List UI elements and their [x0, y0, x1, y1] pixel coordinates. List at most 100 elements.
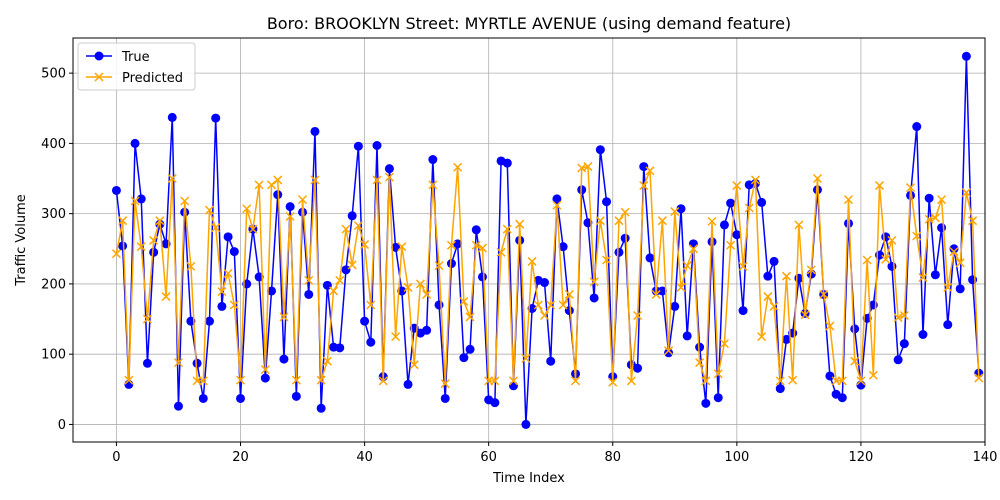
data-point-predicted	[378, 376, 388, 386]
data-point-predicted	[564, 289, 574, 299]
data-point-predicted	[521, 353, 531, 363]
data-point-predicted	[812, 173, 823, 184]
data-point-predicted	[955, 258, 965, 268]
data-point-true	[446, 259, 456, 269]
data-point-predicted	[149, 235, 159, 245]
data-point-predicted	[217, 287, 227, 297]
data-point-true	[856, 380, 866, 390]
data-point-true	[781, 334, 791, 344]
x-tick-label: 0	[112, 450, 120, 465]
data-point-true	[384, 164, 394, 174]
data-point-predicted	[856, 376, 866, 386]
data-point-true	[924, 193, 934, 203]
data-point-predicted	[124, 375, 134, 385]
data-point-predicted	[130, 196, 140, 206]
data-point-predicted	[515, 219, 525, 229]
data-point-true	[918, 330, 928, 340]
data-point-true	[217, 301, 227, 311]
data-point-true	[347, 211, 357, 221]
data-point-predicted	[602, 255, 612, 265]
data-point-predicted	[868, 370, 878, 380]
data-point-predicted	[968, 216, 978, 226]
data-point-true	[844, 218, 854, 228]
data-point-true	[291, 391, 301, 401]
data-point-predicted	[242, 204, 252, 214]
data-point-predicted	[304, 275, 314, 285]
data-point-true	[645, 253, 655, 263]
data-point-predicted	[428, 180, 438, 190]
data-point-true	[211, 113, 221, 123]
data-point-predicted	[508, 376, 519, 386]
data-point-true	[633, 363, 643, 373]
data-point-true	[136, 194, 146, 204]
data-point-predicted	[657, 216, 667, 226]
data-point-predicted	[546, 300, 556, 310]
data-point-predicted	[180, 196, 190, 206]
data-point-true	[893, 355, 903, 365]
data-point-predicted	[204, 205, 215, 215]
data-point-predicted	[465, 312, 475, 322]
plot-frame	[72, 37, 986, 443]
data-point-predicted	[843, 195, 854, 205]
data-point-true	[825, 371, 835, 381]
data-point-predicted	[875, 181, 885, 191]
data-point-true	[899, 339, 909, 349]
data-point-predicted	[279, 312, 289, 322]
data-point-true	[850, 324, 860, 334]
data-point-predicted	[391, 332, 401, 342]
data-point-true	[440, 393, 450, 403]
data-point-predicted	[502, 224, 512, 234]
data-point-predicted	[571, 376, 581, 386]
legend-true-marker	[94, 51, 104, 61]
data-point-true	[204, 316, 214, 326]
data-point-predicted	[695, 358, 705, 368]
data-point-true	[236, 393, 246, 403]
data-point-true	[310, 126, 320, 136]
data-point-true	[198, 393, 208, 403]
data-point-true	[229, 247, 239, 257]
data-point-predicted	[757, 332, 767, 342]
data-point-true	[763, 271, 773, 281]
data-point-predicted	[701, 376, 711, 386]
data-point-true	[335, 343, 345, 353]
y-tick-label: 300	[41, 207, 66, 222]
data-point-predicted	[775, 376, 785, 386]
x-tick-label: 60	[480, 450, 497, 465]
data-point-predicted	[862, 255, 872, 265]
data-point-predicted	[583, 162, 593, 172]
data-point-true	[124, 379, 134, 389]
data-point-predicted	[229, 300, 239, 310]
data-point-predicted	[639, 181, 649, 191]
data-point-true	[316, 403, 326, 413]
data-point-predicted	[496, 247, 506, 257]
data-point-true	[614, 247, 624, 257]
data-point-true	[676, 204, 686, 214]
data-point-predicted	[409, 360, 419, 370]
data-point-true	[142, 358, 152, 368]
data-point-predicted	[142, 314, 152, 324]
data-point-true	[285, 202, 295, 212]
y-axis-title: Traffic Volume	[14, 194, 29, 287]
data-point-predicted	[930, 213, 940, 223]
data-point-true	[192, 358, 202, 368]
data-point-predicted	[254, 180, 264, 190]
data-point-predicted	[298, 195, 308, 205]
data-point-true	[422, 325, 432, 335]
legend-predicted-label: Predicted	[122, 71, 183, 86]
series-true	[111, 51, 984, 429]
data-point-predicted	[527, 256, 537, 266]
data-point-true	[595, 145, 605, 155]
data-point-true	[267, 286, 277, 296]
data-point-predicted	[614, 216, 624, 226]
data-point-predicted	[713, 369, 723, 379]
data-point-predicted	[763, 292, 773, 302]
data-point-predicted	[167, 173, 177, 184]
data-point-predicted	[539, 310, 550, 321]
data-point-true	[490, 398, 500, 408]
data-point-predicted	[285, 211, 295, 221]
data-point-predicted	[397, 242, 407, 252]
data-point-predicted	[490, 376, 500, 386]
data-point-predicted	[471, 240, 481, 250]
data-point-predicted	[422, 289, 432, 299]
data-point-predicted	[651, 289, 661, 299]
